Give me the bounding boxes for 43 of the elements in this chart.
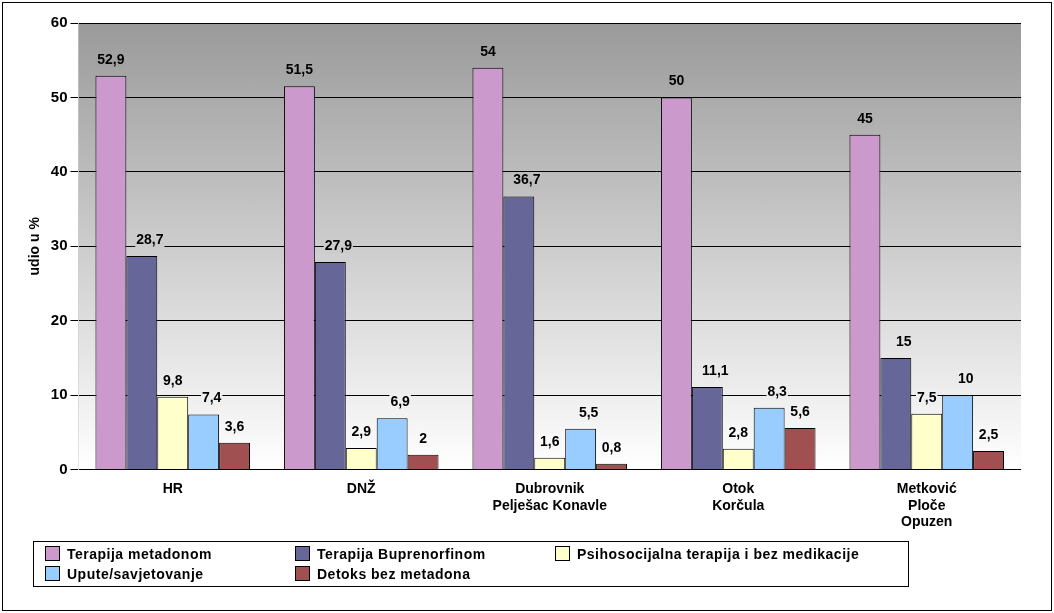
data-label: 7,4 (201, 389, 222, 406)
data-label: 11,1 (702, 361, 729, 378)
x-tick-label: Metković Ploče Opuzen (896, 479, 957, 530)
y-tick-label: 60 (50, 13, 68, 31)
data-label: 54 (480, 42, 496, 59)
x-tick-label: Otok Korčula (712, 479, 765, 513)
legend-label: Terapija metadonom (67, 546, 212, 562)
data-label: 28,7 (136, 230, 164, 247)
y-tick-label: 40 (50, 162, 68, 180)
legend-label: Terapija Buprenorfinom (317, 546, 486, 562)
data-label: 15 (896, 332, 912, 349)
data-label: 50 (668, 72, 685, 89)
data-label: 1,6 (540, 432, 560, 449)
data-label: 10 (957, 370, 974, 387)
data-label: 27,9 (324, 236, 353, 253)
data-label: 2 (419, 429, 428, 446)
data-label: 8,3 (767, 382, 788, 399)
data-label: 2,8 (728, 423, 749, 440)
legend-label: Upute/savjetovanje (67, 566, 204, 582)
data-label: 7,5 (917, 388, 937, 405)
x-tick-label: DNŽ (346, 478, 377, 496)
x-tick-label: HR (162, 479, 183, 496)
y-tick-label: 50 (50, 87, 68, 105)
data-label: 36,7 (513, 171, 541, 188)
data-label: 45 (857, 109, 873, 126)
data-label: 0,8 (601, 438, 622, 455)
y-tick-label: 30 (50, 236, 68, 254)
data-label: 5,6 (790, 402, 811, 419)
data-label: 6,9 (390, 393, 411, 410)
y-tick-label: 20 (50, 310, 68, 328)
data-label: 51,5 (285, 61, 314, 78)
data-label: 9,8 (163, 371, 183, 388)
legend-label: Psihosocijalna terapija i bez medikacije (577, 546, 860, 562)
data-label: 2,5 (978, 425, 999, 442)
data-label: 5,5 (578, 403, 599, 420)
legend-label: Detoks bez metadona (317, 566, 471, 582)
data-label: 3,6 (224, 417, 245, 434)
y-axis-title: udio u % (26, 216, 43, 276)
y-tick-label: 10 (50, 385, 68, 403)
y-tick-label: 0 (59, 459, 68, 477)
x-tick-label: Dubrovnik Pelješac Konavle (492, 479, 608, 513)
data-label: 2,9 (351, 422, 372, 439)
data-label: 52,9 (97, 50, 125, 67)
